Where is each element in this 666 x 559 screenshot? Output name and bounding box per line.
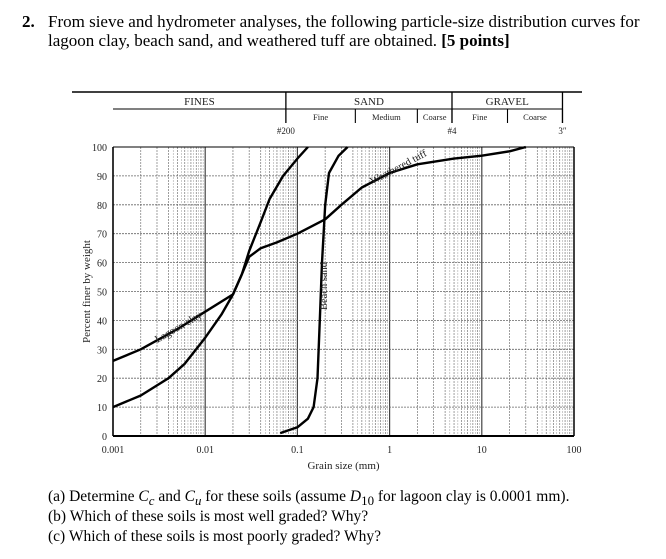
- soil-subgroup-label: Medium: [372, 112, 401, 122]
- subquestion-c-text: Which of these soils is most poorly grad…: [68, 528, 382, 545]
- y-tick-label: 50: [97, 288, 107, 299]
- cu-subscript: u: [194, 493, 202, 509]
- y-tick-label: 90: [97, 172, 107, 183]
- y-tick-label: 40: [97, 316, 107, 327]
- cc-subscript: c: [148, 493, 155, 509]
- d-symbol: D: [349, 488, 362, 505]
- soil-group-label: FINES: [184, 96, 215, 108]
- subquestion-b-text: Which of these soils is most well graded…: [69, 508, 369, 525]
- curve-beach-sand: [279, 146, 349, 435]
- x-axis-label: Grain size (mm): [307, 460, 379, 472]
- soil-group-label: GRAVEL: [486, 96, 529, 108]
- soil-subgroup-label: Fine: [313, 112, 328, 122]
- question-number: 2.: [22, 12, 35, 31]
- subquestion-a-post: for lagoon clay is 0.0001 mm).: [374, 488, 570, 505]
- y-tick-label: 70: [97, 230, 107, 241]
- soil-group-label: SAND: [354, 96, 384, 108]
- y-tick-label: 30: [97, 345, 107, 356]
- cc-symbol: C: [138, 488, 149, 505]
- question-line-1: From sieve and hydrometer analyses, the …: [48, 12, 640, 31]
- and-text: and: [154, 488, 185, 505]
- y-axis-label: Percent finer by weight: [81, 240, 93, 343]
- x-tick-label: 0.001: [102, 445, 125, 456]
- question-line-2: lagoon clay, beach sand, and weathered t…: [48, 31, 510, 50]
- cu-symbol: C: [184, 488, 195, 505]
- subquestion-c: (c) Which of these soils is most poorly …: [48, 528, 381, 546]
- points-label: [5 points]: [441, 31, 510, 50]
- subquestion-b-marker: (b): [48, 508, 67, 525]
- curve-weathered-tuff: [112, 145, 527, 409]
- y-tick-label: 0: [102, 432, 107, 443]
- question-text: lagoon clay, beach sand, and weathered t…: [48, 31, 437, 50]
- curve-label: Beach sand: [319, 261, 330, 310]
- subquestion-a: (a) Determine Cc and Cu for these soils …: [48, 488, 569, 509]
- x-tick-label: 100: [567, 445, 582, 456]
- y-tick-label: 10: [97, 403, 107, 414]
- subquestion-a-marker: (a): [48, 488, 66, 505]
- sieve-label: 3″: [558, 126, 567, 136]
- subquestion-b: (b) Which of these soils is most well gr…: [48, 508, 368, 526]
- sieve-label: #4: [447, 126, 457, 136]
- x-tick-label: 10: [477, 445, 487, 456]
- x-tick-label: 0.01: [196, 445, 214, 456]
- d-subscript: 10: [361, 493, 375, 509]
- y-tick-label: 60: [97, 259, 107, 270]
- subquestion-a-text: Determine: [69, 488, 139, 505]
- y-tick-label: 20: [97, 374, 107, 385]
- y-tick-label: 80: [97, 201, 107, 212]
- soil-subgroup-label: Coarse: [423, 112, 447, 122]
- curve-label: Lagoon clay: [153, 310, 204, 346]
- soil-subgroup-label: Coarse: [523, 112, 547, 122]
- sieve-label: #200: [277, 126, 296, 136]
- y-tick-label: 100: [92, 143, 107, 154]
- subquestion-c-marker: (c): [48, 528, 66, 545]
- x-tick-label: 1: [387, 445, 392, 456]
- subquestion-a-mid: for these soils (assume: [201, 488, 350, 505]
- x-tick-label: 0.1: [291, 445, 304, 456]
- soil-subgroup-label: Fine: [472, 112, 487, 122]
